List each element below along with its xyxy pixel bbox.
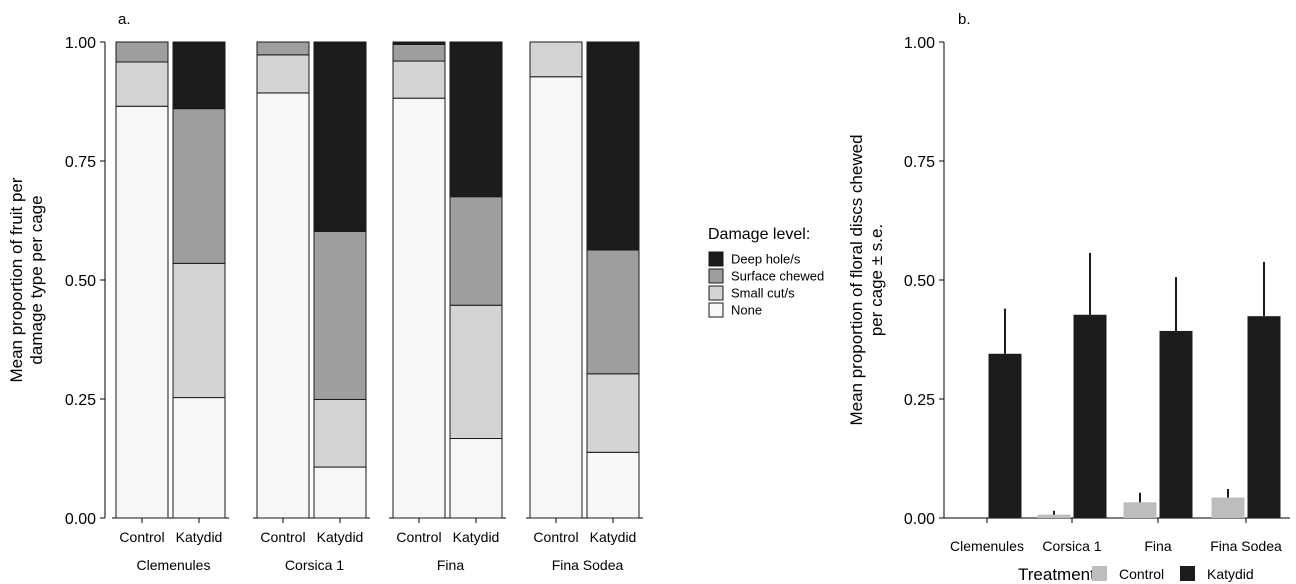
bar-segment-small-cut-s [115, 61, 169, 107]
bar-segment-small-cut-s [172, 262, 226, 399]
legend-swatch-a [708, 302, 724, 318]
legend-swatch-b [1092, 566, 1107, 581]
bar-segment-surface-chewed [449, 196, 503, 306]
bar-segment-small-cut-s [449, 304, 503, 440]
bar-katydid [1247, 316, 1281, 518]
bar-segment-none [172, 397, 226, 519]
x-tick-label-a: Katydid [317, 529, 364, 545]
y-tick-label-b: 0.00 [904, 511, 935, 528]
y-tick-label-a: 0.25 [65, 392, 96, 409]
legend-label-a: Surface chewed [731, 269, 824, 284]
bar-katydid [1073, 314, 1107, 518]
x-tick-label-a: Control [533, 529, 578, 545]
y-tick-label-b: 0.50 [904, 273, 935, 290]
bar-segment-deep-hole-s [392, 41, 446, 45]
bar-segment-surface-chewed [115, 41, 169, 63]
bar-segment-surface-chewed [172, 108, 226, 264]
x-tick-label-a: Katydid [453, 529, 500, 545]
x-tick-label-b: Clemenules [950, 538, 1024, 554]
bar-segment-none [586, 451, 640, 519]
facet-label: Fina Sodea [552, 557, 624, 573]
x-tick-label-a: Control [119, 529, 164, 545]
bar-segment-small-cut-s [256, 54, 310, 94]
legend-label-a: None [731, 303, 762, 318]
bar-control [1211, 497, 1245, 518]
y-axis-label-b: Mean proportion of floral discs chewedpe… [847, 134, 886, 425]
bar-segment-none [115, 105, 169, 519]
panel-label-b: b. [958, 11, 971, 28]
bar-segment-surface-chewed [256, 41, 310, 56]
bar-segment-small-cut-s [392, 60, 446, 99]
bar-segment-small-cut-s [529, 41, 583, 78]
facet-label: Fina [437, 557, 464, 573]
panel-a: a. 0.00 0.25 0.50 0.75 1.00 Mean proportion of… [7, 11, 824, 573]
bar-segment-surface-chewed [313, 230, 367, 400]
bar-segment-none [449, 438, 503, 519]
x-tick-label-b: Fina Sodea [1210, 538, 1282, 554]
bar-segment-none [313, 466, 367, 519]
legend-label-b: Control [1119, 566, 1164, 582]
legend-title-a: Damage level: [708, 226, 810, 243]
legend-label-a: Deep hole/s [731, 252, 801, 267]
y-tick-label-a: 1.00 [65, 35, 96, 52]
bar-segment-deep-hole-s [313, 41, 367, 232]
y-axis-label-a: Mean proportion of fruit perdamage type … [7, 177, 46, 382]
x-tick-label-a: Katydid [590, 529, 637, 545]
bar-segment-small-cut-s [313, 398, 367, 468]
legend-label-a: Small cut/s [731, 286, 795, 301]
bar-segment-surface-chewed [586, 249, 640, 375]
bar-segment-deep-hole-s [586, 41, 640, 251]
y-tick-label-a: 0.00 [65, 511, 96, 528]
legend-label-b: Katydid [1207, 566, 1254, 582]
bar-segment-small-cut-s [586, 373, 640, 453]
bar-segment-deep-hole-s [449, 41, 503, 198]
panel-b: b. 0.00 0.25 0.50 0.75 1.00 Mean proportion of… [847, 11, 1290, 584]
bar-segment-none [392, 97, 446, 519]
bar-segment-deep-hole-s [172, 41, 226, 110]
y-axis-label-line: Mean proportion of floral discs chewed [847, 134, 866, 425]
y-axis-label-line: Mean proportion of fruit per [7, 177, 26, 382]
legend-swatch-a [708, 251, 724, 267]
facet-label: Corsica 1 [285, 557, 344, 573]
x-tick-label-a: Control [260, 529, 305, 545]
bar-segment-surface-chewed [392, 43, 446, 62]
bar-katydid [1159, 330, 1193, 518]
y-axis-label-line: per cage ± s.e. [867, 224, 886, 336]
panel-label-a: a. [118, 11, 131, 28]
bar-control [1037, 514, 1071, 518]
y-tick-label-b: 0.75 [904, 154, 935, 171]
x-tick-label-a: Katydid [176, 529, 223, 545]
bar-segment-none [256, 92, 310, 519]
x-tick-label-b: Corsica 1 [1042, 538, 1101, 554]
bar-segment-none [529, 76, 583, 519]
y-tick-label-b: 0.25 [904, 392, 935, 409]
y-tick-label-b: 1.00 [904, 35, 935, 52]
legend-swatch-b [1180, 566, 1195, 581]
facet-label: Clemenules [137, 557, 211, 573]
legend-swatch-a [708, 268, 724, 284]
x-tick-label-b: Fina [1144, 538, 1171, 554]
y-tick-label-a: 0.75 [65, 154, 96, 171]
y-tick-label-a: 0.50 [65, 273, 96, 290]
x-tick-label-a: Control [396, 529, 441, 545]
bar-control [1123, 502, 1157, 518]
legend-swatch-a [708, 285, 724, 301]
legend-title-b: Treatment: [1018, 565, 1100, 584]
y-axis-label-line: damage type per cage [27, 195, 46, 364]
bar-katydid [988, 353, 1022, 518]
